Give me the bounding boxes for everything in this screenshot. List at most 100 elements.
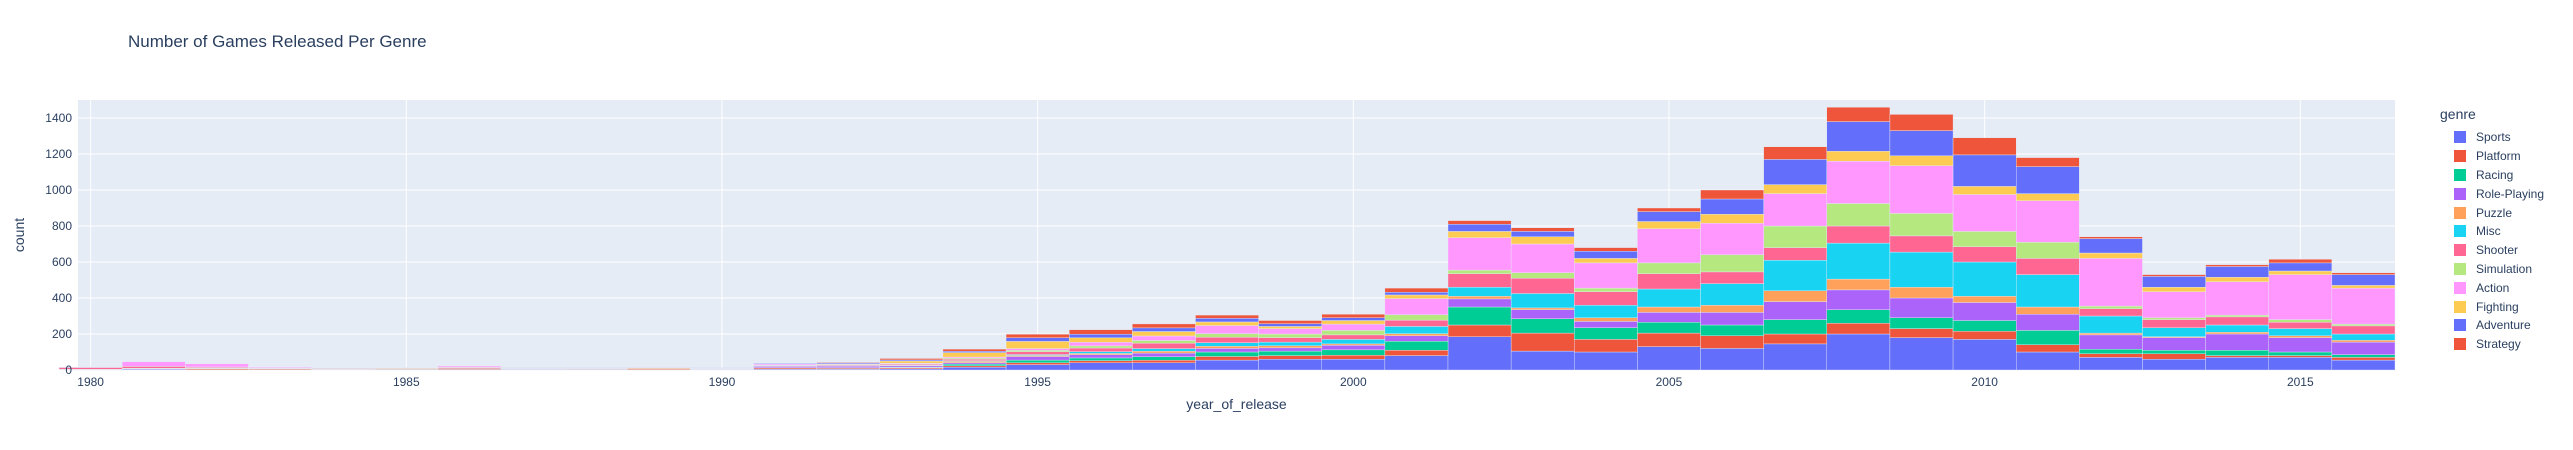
bar-segment[interactable] [2268, 355, 2333, 358]
bar-segment[interactable] [1763, 333, 1827, 345]
bar-segment[interactable] [1195, 337, 1259, 343]
bar-segment[interactable] [1068, 362, 1133, 371]
bar-segment[interactable] [1952, 339, 2017, 371]
bar-segment[interactable] [942, 363, 1007, 367]
bar-segment[interactable] [1952, 296, 2017, 303]
bar-segment[interactable] [1637, 207, 1701, 212]
bar-segment[interactable] [1889, 317, 1954, 329]
bar-segment[interactable] [1384, 287, 1449, 293]
bar-segment[interactable] [1510, 227, 1575, 232]
bar-segment[interactable] [2079, 258, 2143, 307]
bar-segment[interactable] [1510, 309, 1575, 319]
bar-segment[interactable] [1510, 278, 1575, 294]
bar-segment[interactable] [1700, 305, 1764, 313]
bar-segment[interactable] [2015, 330, 2080, 345]
bar-segment[interactable] [2079, 308, 2143, 317]
bar-segment[interactable] [1574, 321, 1638, 328]
bar-segment[interactable] [2268, 259, 2333, 264]
bar-segment[interactable] [2268, 274, 2333, 320]
bar-segment[interactable] [1826, 242, 1891, 280]
bar-segment[interactable] [816, 366, 880, 368]
bar-segment[interactable] [2142, 353, 2206, 360]
bar-segment[interactable] [1763, 193, 1827, 227]
bar-segment[interactable] [2079, 332, 2143, 336]
legend-item[interactable]: Action [2440, 278, 2544, 297]
bar-segment[interactable] [2015, 157, 2080, 167]
bar-segment[interactable] [1889, 130, 1954, 157]
bar-segment[interactable] [2015, 166, 2080, 194]
bar-segment[interactable] [1826, 203, 1891, 227]
bar-segment[interactable] [1321, 359, 1386, 371]
bar-segment[interactable] [2331, 323, 2396, 327]
bar-segment[interactable] [1005, 356, 1070, 361]
bar-segment[interactable] [1826, 225, 1891, 244]
bar-segment[interactable] [1574, 317, 1638, 322]
bar-segment[interactable] [1826, 333, 1891, 371]
bar-segment[interactable] [1510, 231, 1575, 237]
bar-segment[interactable] [1195, 348, 1259, 353]
bar-segment[interactable] [2142, 359, 2206, 371]
bar-segment[interactable] [1447, 231, 1512, 238]
bar-segment[interactable] [1447, 324, 1512, 337]
bar-segment[interactable] [1321, 339, 1386, 345]
bar-segment[interactable] [2205, 264, 2269, 267]
bar-segment[interactable] [1258, 345, 1322, 349]
bar-segment[interactable] [1952, 231, 2017, 247]
legend-item[interactable]: Fighting [2440, 297, 2544, 316]
bar-segment[interactable] [1510, 236, 1575, 245]
bar-segment[interactable] [1574, 262, 1638, 289]
bar-segment[interactable] [1132, 352, 1196, 357]
bar-segment[interactable] [1195, 325, 1259, 334]
bar-segment[interactable] [1258, 333, 1322, 338]
bar-segment[interactable] [1321, 343, 1386, 346]
bar-segment[interactable] [2142, 274, 2206, 277]
bar-segment[interactable] [1321, 323, 1386, 331]
bar-segment[interactable] [942, 352, 1007, 358]
bar-segment[interactable] [1258, 337, 1322, 343]
bar-segment[interactable] [2331, 325, 2396, 335]
bar-segment[interactable] [1447, 296, 1512, 300]
bar-segment[interactable] [1068, 360, 1133, 364]
bar-segment[interactable] [1132, 356, 1196, 361]
bar-segment[interactable] [2079, 353, 2143, 358]
bar-segment[interactable] [942, 359, 1007, 361]
bar-segment[interactable] [1763, 146, 1827, 160]
legend-item[interactable]: Platform [2440, 147, 2544, 166]
bar-segment[interactable] [1447, 298, 1512, 308]
bar-segment[interactable] [1510, 243, 1575, 273]
bar-segment[interactable] [1510, 318, 1575, 334]
legend-item[interactable]: Shooter [2440, 241, 2544, 260]
bar-segment[interactable] [2331, 340, 2396, 343]
bar-segment[interactable] [2142, 287, 2206, 292]
bar-segment[interactable] [1132, 362, 1196, 371]
bar-segment[interactable] [2331, 285, 2396, 289]
bar-segment[interactable] [1763, 260, 1827, 292]
bar-segment[interactable] [1384, 341, 1449, 351]
bar-segment[interactable] [1068, 354, 1133, 359]
bar-segment[interactable] [1132, 360, 1196, 363]
bar-segment[interactable] [2331, 354, 2396, 358]
bar-segment[interactable] [1321, 349, 1386, 356]
bar-segment[interactable] [1637, 273, 1701, 290]
bar-segment[interactable] [1321, 334, 1386, 340]
bar-segment[interactable] [1132, 340, 1196, 344]
bar-segment[interactable] [1889, 297, 1954, 318]
bar-segment[interactable] [2268, 335, 2333, 338]
bar-segment[interactable] [1068, 351, 1133, 354]
bar-segment[interactable] [1321, 330, 1386, 336]
bar-segment[interactable] [1700, 214, 1764, 224]
bar-segment[interactable] [2079, 236, 2143, 239]
bar-segment[interactable] [1005, 333, 1070, 338]
bar-segment[interactable] [2015, 344, 2080, 353]
bar-segment[interactable] [1700, 254, 1764, 273]
bar-segment[interactable] [1763, 159, 1827, 185]
bar-segment[interactable] [1889, 114, 1954, 131]
bar-segment[interactable] [2015, 306, 2080, 315]
bar-segment[interactable] [1889, 287, 1954, 299]
legend[interactable]: genre Sports Platform Racing Role-Playing Pu… [2440, 106, 2544, 354]
legend-item[interactable]: Sports [2440, 128, 2544, 147]
bar-segment[interactable] [2268, 322, 2333, 329]
bar-segment[interactable] [2205, 316, 2269, 326]
bar-segment[interactable] [1132, 335, 1196, 341]
bar-segment[interactable] [1447, 306, 1512, 326]
